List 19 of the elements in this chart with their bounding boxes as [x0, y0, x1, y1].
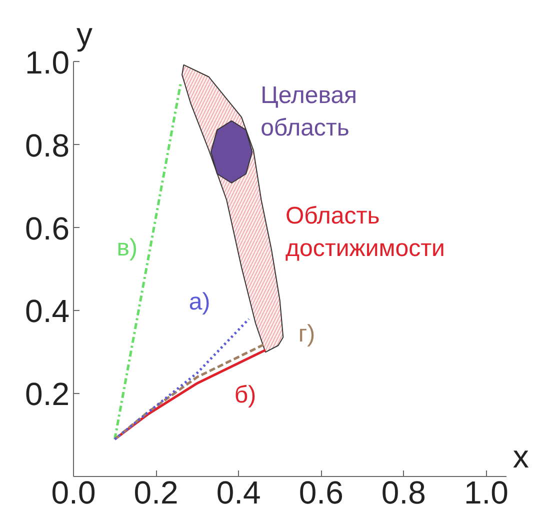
x-axis-title: x: [512, 438, 529, 474]
series-label: в): [116, 234, 138, 262]
y-tick-label: 0.6: [25, 210, 70, 246]
x-tick-label: 1.0: [464, 474, 508, 510]
y-tick-label: 0.2: [25, 376, 70, 412]
series-label: б): [234, 382, 256, 409]
y-axis-title: y: [76, 16, 92, 52]
series-label: а): [188, 288, 210, 316]
x-tick-label: 0.8: [381, 474, 426, 510]
y-tick-label: 1.0: [25, 44, 70, 80]
y-tick-label: 0.4: [25, 293, 70, 330]
x-tick-label: 0.2: [134, 474, 178, 510]
x-tick-label: 0.6: [298, 474, 344, 510]
x-tick-label: 0.4: [216, 474, 261, 510]
series-label: Область достижимости: [286, 202, 445, 262]
x-tick-label: 0.0: [51, 474, 96, 510]
y-tick-label: 0.8: [25, 127, 70, 164]
series-label: г): [298, 320, 316, 348]
series-label: Целевая область: [260, 82, 358, 142]
